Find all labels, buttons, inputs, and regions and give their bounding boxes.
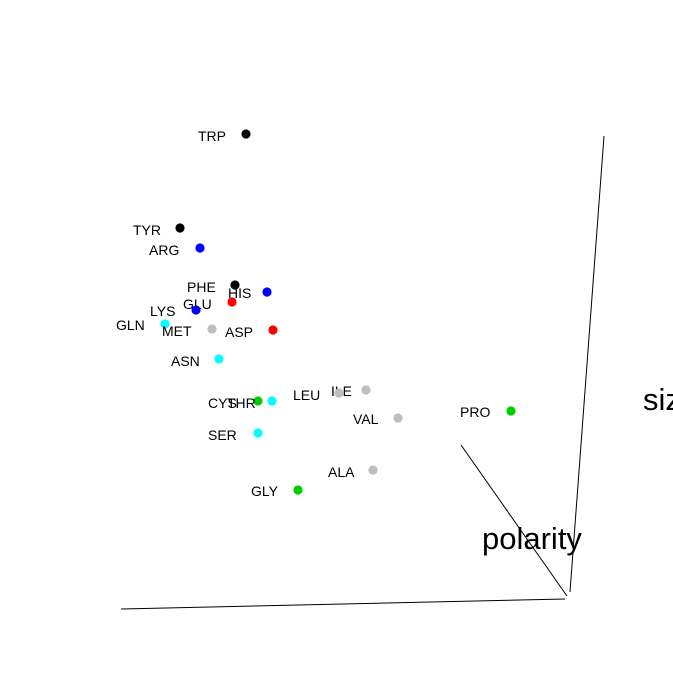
point-label-tyr: TYR xyxy=(133,222,161,238)
point-ser xyxy=(253,428,263,438)
point-pro xyxy=(506,406,516,416)
point-leu xyxy=(334,388,344,398)
point-gly xyxy=(293,485,303,495)
axis-line-right xyxy=(569,135,605,593)
point-asp xyxy=(268,325,278,335)
point-label-val: VAL xyxy=(353,411,379,427)
point-label-trp: TRP xyxy=(198,128,226,144)
point-label-met: MET xyxy=(162,323,192,339)
point-label-lys: LYS xyxy=(150,303,175,319)
point-phe xyxy=(230,280,240,290)
point-glu xyxy=(227,297,237,307)
point-label-asn: ASN xyxy=(171,353,200,369)
point-gln xyxy=(160,319,170,329)
axis-title-polarity: polarity xyxy=(482,521,582,556)
point-arg xyxy=(195,243,205,253)
point-label-his: HIS xyxy=(228,285,251,301)
point-label-arg: ARG xyxy=(149,242,179,258)
axis-line-polarity xyxy=(460,444,568,597)
point-label-ser: SER xyxy=(208,427,237,443)
point-label-phe: PHE xyxy=(187,279,216,295)
point-asn xyxy=(214,354,224,364)
point-met xyxy=(207,324,217,334)
point-ile xyxy=(361,385,371,395)
point-tyr xyxy=(175,223,185,233)
point-his xyxy=(262,287,272,297)
point-label-asp: ASP xyxy=(225,324,253,340)
point-label-ala: ALA xyxy=(328,464,355,480)
point-label-gln: GLN xyxy=(116,317,145,333)
point-label-gly: GLY xyxy=(251,483,279,499)
point-trp xyxy=(241,129,251,139)
point-val xyxy=(393,413,403,423)
point-lys xyxy=(191,305,201,315)
point-label-cys: CYS xyxy=(208,395,237,411)
axis-title-size: size xyxy=(643,382,673,417)
point-cys xyxy=(253,396,263,406)
point-thr xyxy=(267,396,277,406)
point-label-glu: GLU xyxy=(183,296,212,312)
point-label-leu: LEU xyxy=(293,387,320,403)
point-ala xyxy=(368,465,378,475)
point-label-thr: THR xyxy=(227,395,256,411)
points-layer: TRPTYRARGPHEHISGLULYSGLNMETASPASNILELEUC… xyxy=(116,128,516,499)
axis-line-bottom xyxy=(120,598,566,610)
point-label-pro: PRO xyxy=(460,404,490,420)
